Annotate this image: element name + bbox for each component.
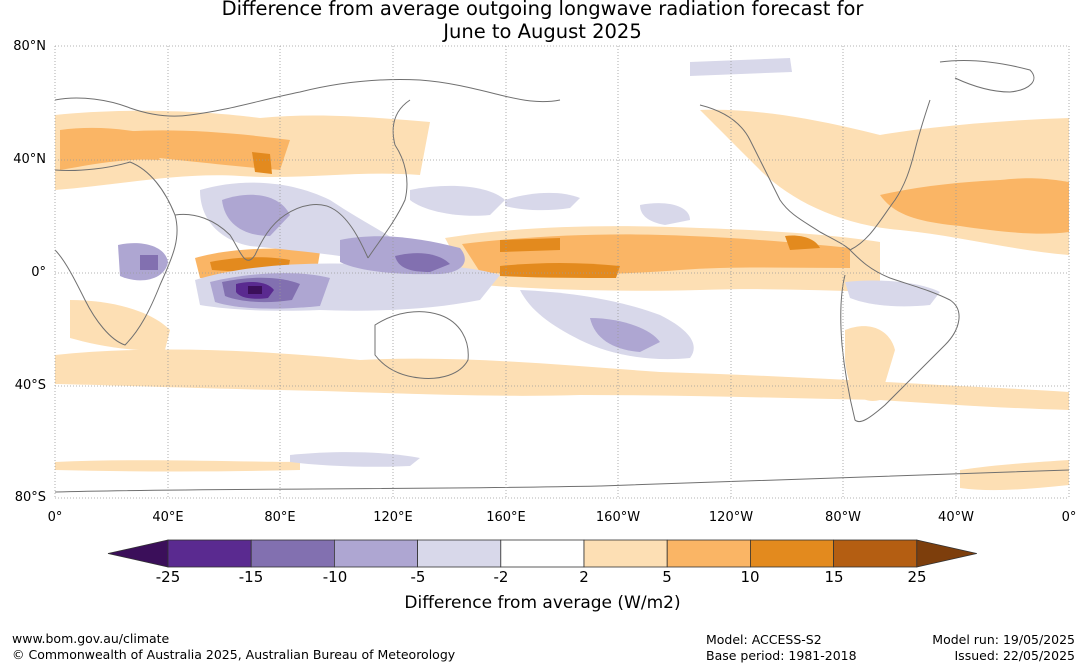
coast-north-america-east (849, 99, 931, 251)
region-antarctic-warm-east (960, 460, 1069, 491)
footer-model: Model: ACCESS-S2 (706, 632, 822, 647)
region-antarctic-warm-west (55, 460, 300, 472)
region-south-america-warm (845, 326, 895, 401)
colorbar-box-3 (333, 539, 418, 568)
region-west-pacific-cool (410, 185, 505, 216)
colorbar-tick-0: -25 (155, 568, 181, 586)
colorbar-tick-9: 25 (907, 568, 927, 586)
lat-label-40n: 40°N (13, 152, 46, 167)
region-spcz-cool-core (590, 318, 660, 352)
region-atlantic-core (880, 178, 1069, 234)
lon-label-120w: 120°W (708, 510, 754, 525)
footer-issued: Issued: 22/05/2025 (954, 648, 1076, 663)
title-line-2: June to August 2025 (443, 20, 642, 43)
footer-base-period: Base period: 1981-2018 (706, 648, 857, 663)
colorbar-box-6 (583, 539, 668, 568)
lat-label-80s: 80°S (14, 490, 46, 505)
colorbar-box-2 (250, 539, 335, 568)
coast-south-america (840, 249, 960, 423)
coast-north-america-west (699, 104, 851, 251)
lon-label-40w: 40°W (938, 510, 974, 525)
region-tibet-core (252, 152, 272, 174)
colorbar-tick-5: 2 (579, 568, 589, 586)
colorbar-segments (107, 539, 977, 568)
colorbar-tick-3: -5 (410, 568, 426, 586)
lon-label-40e: 40°E (152, 510, 184, 525)
coast-eurasia-north (55, 79, 561, 117)
colorbar-tick-2: -10 (322, 568, 348, 586)
footer-website: www.bom.gov.au/climate (12, 631, 170, 646)
anomaly-shading (55, 58, 1069, 491)
lon-label-160e: 160°E (486, 510, 526, 525)
lat-label-40s: 40°S (14, 378, 46, 393)
region-central-america-core (785, 235, 820, 250)
region-pacific-core-b (500, 238, 560, 252)
coast-east-asia (367, 99, 411, 259)
region-indian-ocean-cool-extreme (248, 286, 262, 294)
graticule (54, 45, 1070, 499)
lat-label-80n: 80°N (13, 39, 46, 54)
lon-label-80e: 80°E (264, 510, 296, 525)
colorbar-tick-6: 5 (662, 568, 672, 586)
coast-australia (374, 311, 469, 379)
footer-model-run: Model run: 19/05/2025 (932, 632, 1075, 647)
colorbar-tick-8: 15 (824, 568, 844, 586)
colorbar-box-7 (666, 539, 751, 568)
colorbar-extend-high (916, 539, 977, 568)
title-line-1: Difference from average outgoing longwav… (221, 0, 864, 20)
colorbar-box-4 (417, 539, 502, 568)
region-arctic-cool (690, 58, 792, 76)
colorbar-box-1 (167, 539, 252, 568)
chart-title: Difference from average outgoing longwav… (0, 0, 1085, 43)
colorbar-box-8 (750, 539, 835, 568)
lon-label-160w: 160°W (595, 510, 641, 525)
lon-label-80w: 80°W (825, 510, 861, 525)
colorbar-label: Difference from average (W/m2) (404, 593, 681, 613)
colorbar-box-9 (833, 539, 918, 568)
coast-south-asia (174, 204, 369, 261)
colorbar-extend-low (107, 539, 169, 568)
region-east-africa-core (140, 255, 158, 270)
footer-model-info: Model: ACCESS-S2 Base period: 1981-2018 (706, 632, 857, 664)
lon-label-0-east: 0° (1061, 510, 1077, 525)
region-antarctic-cool (290, 452, 420, 467)
coast-greenland (939, 59, 1035, 93)
coastlines (55, 59, 1069, 493)
colorbar-tick-4: -2 (493, 568, 509, 586)
region-pacific-core-a (500, 263, 620, 278)
lon-label-120e: 120°E (373, 510, 413, 525)
region-pacific-cool-north (505, 192, 580, 211)
region-southern-africa (70, 300, 170, 351)
coast-africa (55, 161, 178, 346)
colorbar-tick-7: 10 (740, 568, 760, 586)
footer-dates: Model run: 19/05/2025 Issued: 22/05/2025 (932, 632, 1075, 664)
lon-label-0: 0° (47, 510, 63, 525)
colorbar-tick-1: -15 (238, 568, 264, 586)
footer-left: www.bom.gov.au/climate © Commonwealth of… (12, 631, 455, 663)
region-southern-belt (55, 349, 1069, 410)
lat-label-equator: 0° (31, 265, 46, 280)
region-north-pacific-cool (640, 203, 690, 225)
colorbar-box-5 (500, 539, 585, 568)
footer-copyright: © Commonwealth of Australia 2025, Austra… (12, 647, 456, 662)
region-maritime-cool-core (395, 253, 450, 272)
